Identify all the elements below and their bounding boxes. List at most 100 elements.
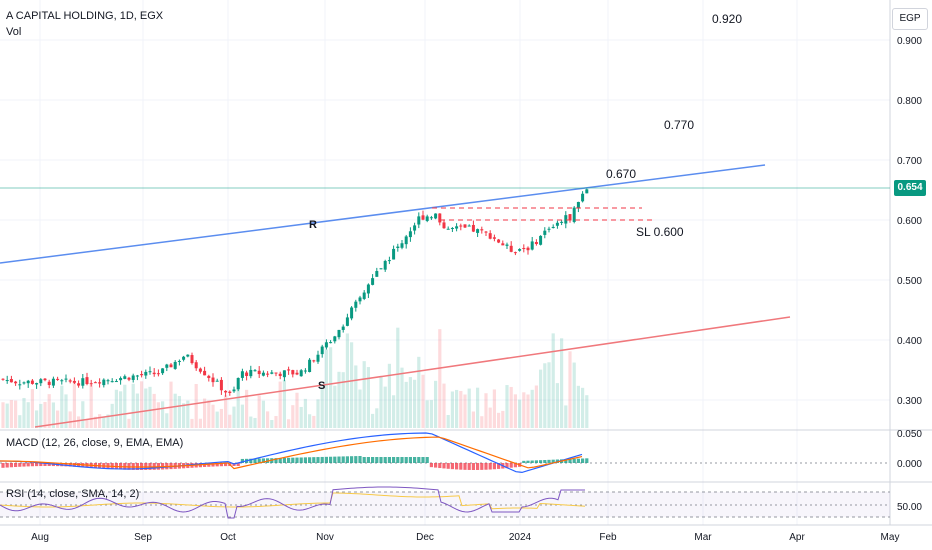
macd-histogram-bar <box>316 457 320 463</box>
volume-bar <box>1 402 5 428</box>
macd-histogram-bar <box>543 460 547 463</box>
macd-histogram-bar <box>308 457 312 463</box>
macd-histogram-bar <box>35 463 39 467</box>
candle-body <box>501 243 505 246</box>
macd-histogram-bar <box>291 457 295 463</box>
volume-bar <box>47 394 51 428</box>
candle-body <box>9 379 13 383</box>
y-tick-label: 0.700 <box>897 156 922 167</box>
volume-bar <box>14 400 18 428</box>
volume-bar <box>173 393 177 428</box>
macd-histogram-bar <box>417 457 421 463</box>
volume-bar <box>203 398 207 428</box>
macd-histogram-bar <box>303 457 307 463</box>
volume-bar <box>467 388 471 428</box>
macd-histogram-bar <box>72 463 76 467</box>
macd-histogram-bar <box>295 457 299 463</box>
candle-body <box>308 359 312 372</box>
candle-body <box>144 371 148 376</box>
volume-bar <box>198 418 202 428</box>
candle-body <box>555 222 559 226</box>
candle-body <box>261 372 265 376</box>
volume-bar <box>379 376 383 428</box>
macd-histogram-bar <box>392 457 396 463</box>
candle-body <box>219 379 223 391</box>
candle-body <box>442 222 446 229</box>
volume-bar <box>413 379 417 428</box>
volume-bar <box>442 383 446 428</box>
macd-histogram-bar <box>68 463 72 467</box>
macd-histogram-bar <box>249 458 253 463</box>
candle-body <box>135 375 139 377</box>
volume-bar <box>257 395 261 428</box>
volume-bar <box>161 401 165 428</box>
volume-bar <box>509 386 513 428</box>
macd-histogram-bar <box>547 459 551 463</box>
candle-body <box>253 370 257 372</box>
volume-bar <box>354 365 358 428</box>
currency-selector[interactable]: EGP <box>892 8 928 30</box>
trend-lines <box>0 164 890 428</box>
volume-bar <box>261 400 265 428</box>
candle-body <box>471 224 475 232</box>
volume-bar <box>106 414 110 428</box>
time-axis[interactable]: Aug Sep Oct Nov Dec 2024 Feb Mar Apr May <box>31 532 899 543</box>
candle-body <box>316 354 320 362</box>
macd-histogram-bar <box>387 457 391 463</box>
candle-body <box>81 378 85 386</box>
volume-bar <box>89 385 93 428</box>
macd-histogram-bar <box>274 458 278 463</box>
candle-body <box>459 225 463 227</box>
candle-body <box>345 317 349 326</box>
volume-bar <box>333 385 337 428</box>
candle-body <box>173 361 177 369</box>
volume-bar <box>425 400 429 428</box>
target-1-label: 0.920 <box>712 12 743 26</box>
candle-body <box>110 381 114 383</box>
volume-bar <box>77 416 81 428</box>
rsi-label: RSI (14, close, SMA, 14, 2) <box>6 488 140 500</box>
volume-bar <box>324 349 328 428</box>
volume-bar <box>522 392 526 428</box>
candle-body <box>408 231 412 238</box>
macd-histogram-bar <box>576 458 580 463</box>
volume-bar <box>560 338 564 428</box>
volume-bar <box>316 399 320 428</box>
volume-bar <box>320 386 324 428</box>
x-tick-label: Mar <box>694 532 712 543</box>
volume-bar <box>492 389 496 428</box>
volume-bar <box>127 418 131 428</box>
candle-body <box>131 375 135 380</box>
candle-body <box>324 342 328 348</box>
candle-body <box>266 373 270 375</box>
volume-bar <box>450 391 454 428</box>
support-label: S <box>318 380 326 392</box>
macd-histogram-bar <box>446 463 450 469</box>
candle-body <box>287 369 291 371</box>
candle-body <box>488 233 492 239</box>
volume-bar <box>144 388 148 428</box>
candle-body <box>98 382 102 384</box>
candle-body <box>30 380 34 384</box>
volume-bar <box>375 408 379 428</box>
volume-bar <box>547 362 551 428</box>
macd-histogram-bar <box>43 463 47 467</box>
candle-body <box>392 248 396 260</box>
candle-body <box>127 377 131 380</box>
macd-histogram-bar <box>404 457 408 463</box>
volume-bar <box>5 403 9 428</box>
volume-bar <box>404 381 408 428</box>
volume-bar <box>81 401 85 428</box>
price-axis[interactable]: 0.900 0.800 0.700 0.600 0.500 0.400 0.300 0.050… <box>897 36 922 513</box>
volume-bar <box>555 383 559 428</box>
candle-body <box>291 370 295 375</box>
candle-body <box>379 268 383 270</box>
candle-body <box>114 381 118 383</box>
volume-bar <box>72 381 76 428</box>
x-tick-label: Aug <box>31 532 49 543</box>
macd-pane <box>0 432 890 474</box>
candle-body <box>572 207 576 222</box>
macd-histogram-bar <box>5 463 9 468</box>
volume-bar <box>207 400 211 428</box>
